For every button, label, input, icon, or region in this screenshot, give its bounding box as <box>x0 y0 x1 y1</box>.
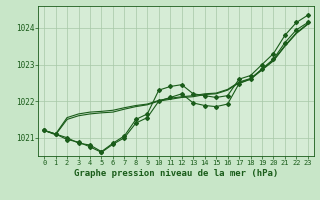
X-axis label: Graphe pression niveau de la mer (hPa): Graphe pression niveau de la mer (hPa) <box>74 169 278 178</box>
